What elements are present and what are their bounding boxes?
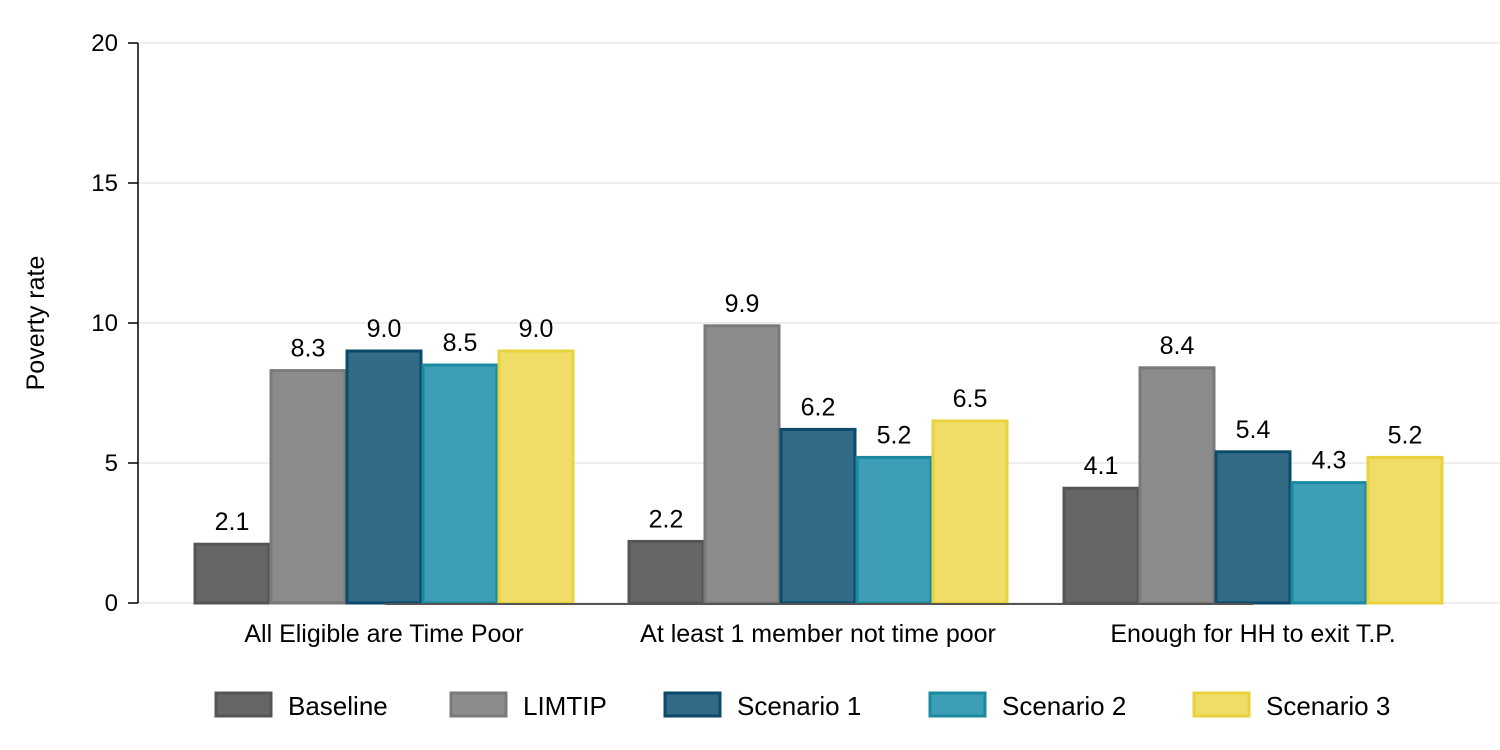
data-label: 8.5 (443, 329, 478, 357)
data-label: 5.4 (1236, 416, 1271, 444)
bar-scenario-1 (779, 427, 857, 605)
bar-limtip (1138, 366, 1216, 605)
y-tick-label: 5 (105, 450, 118, 477)
legend-swatch (663, 691, 722, 718)
legend-swatch (449, 691, 508, 718)
y-tick-label: 10 (91, 310, 118, 337)
legend-label: Scenario 3 (1266, 691, 1390, 721)
bar-limtip (703, 324, 781, 605)
data-label: 6.2 (801, 393, 836, 421)
y-tick-label: 15 (91, 170, 118, 197)
legend-label: LIMTIP (523, 691, 607, 721)
data-label: 6.5 (953, 385, 988, 413)
bar-scenario-3 (1366, 455, 1444, 605)
bars: 2.1 8.3 9.0 8.5 9.0 2.2 9.9 6.2 5.2 6.5 4.1 8.4 5.4 4… (193, 290, 1444, 605)
legend-label: Scenario 2 (1002, 691, 1126, 721)
bar-scenario-3 (497, 349, 575, 605)
bar-scenario-2 (421, 363, 499, 605)
data-label: 2.2 (649, 505, 684, 533)
bar-scenario-2 (855, 455, 933, 605)
legend-label: Scenario 1 (737, 691, 861, 721)
bar-scenario-1 (1214, 450, 1292, 605)
category-label: Enough for HH to exit T.P. (1110, 620, 1395, 648)
bar-baseline (627, 539, 705, 605)
bar-scenario-1 (345, 349, 423, 605)
bar-baseline (1062, 486, 1140, 605)
bar-scenario-3 (931, 419, 1009, 605)
category-labels: All Eligible are Time Poor At least 1 mem… (244, 620, 1395, 648)
bar-limtip (269, 369, 347, 605)
data-label: 4.3 (1312, 447, 1347, 475)
y-axis-title: Poverty rate (22, 256, 50, 391)
legend: Baseline LIMTIP Scenario 1 Scenario 2 Scenar… (214, 691, 1390, 721)
axes (128, 42, 1253, 605)
data-label: 8.3 (291, 335, 326, 363)
data-label: 2.1 (215, 508, 250, 536)
legend-label: Baseline (288, 691, 388, 721)
bar-scenario-2 (1290, 481, 1368, 605)
y-tick-label: 0 (105, 590, 118, 617)
data-label: 9.0 (367, 315, 402, 343)
data-label: 5.2 (1388, 421, 1423, 449)
y-tick-label: 20 (91, 30, 118, 57)
legend-swatch (214, 691, 273, 718)
data-label: 8.4 (1160, 332, 1195, 360)
category-label: At least 1 member not time poor (640, 620, 996, 648)
data-label: 4.1 (1084, 452, 1119, 480)
legend-swatch (928, 691, 987, 718)
category-label: All Eligible are Time Poor (244, 620, 523, 648)
bar-baseline (193, 542, 271, 605)
legend-swatch (1192, 691, 1251, 718)
data-label: 9.9 (725, 290, 760, 318)
y-tick-labels: 0 5 10 15 20 (91, 30, 118, 617)
data-label: 9.0 (519, 315, 554, 343)
data-label: 5.2 (877, 421, 912, 449)
